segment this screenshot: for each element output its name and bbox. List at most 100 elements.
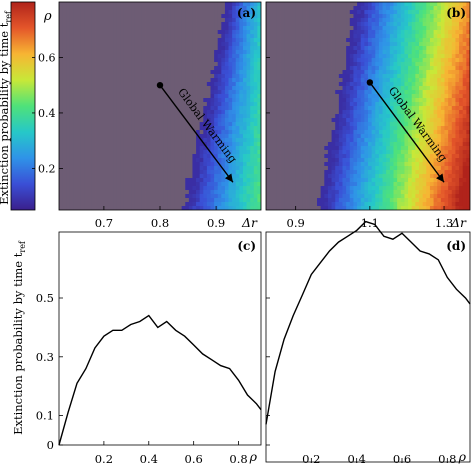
heatmap-cell [371,78,376,83]
heatmap-cell [280,82,285,87]
heatmap-cell [91,174,96,179]
heatmap-cell [98,38,103,43]
heatmap-cell [149,138,154,143]
heatmap-cell [239,182,244,187]
heatmap-cell [109,146,114,151]
heatmap-cell [185,118,190,123]
heatmap-cell [152,202,157,207]
heatmap-cell [317,146,322,151]
heatmap-cell [393,78,398,83]
heatmap-cell [309,122,314,127]
heatmap-cell [250,102,255,107]
heatmap-cell [149,186,154,191]
heatmap-cell [199,162,204,167]
heatmap-cell [192,142,197,147]
heatmap-cell [196,66,201,71]
heatmap-cell [203,42,208,47]
heatmap-cell [295,38,300,43]
heatmap-cell [404,134,409,139]
heatmap-cell [266,58,271,63]
heatmap-cell [228,62,233,67]
heatmap-cell [95,30,100,35]
heatmap-cell [73,110,78,115]
heatmap-cell [185,46,190,51]
heatmap-cell [131,130,136,135]
heatmap-cell [102,26,107,31]
heatmap-cell [298,102,303,107]
heatmap-cell [364,106,369,111]
heatmap-cell [364,62,369,67]
heatmap-cell [284,82,289,87]
heatmap-cell [242,170,247,175]
heatmap-cell [196,178,201,183]
heatmap-cell [437,122,442,127]
heatmap-cell [91,26,96,31]
heatmap-cell [382,70,387,75]
heatmap-cell [214,46,219,51]
heatmap-cell [269,2,274,7]
heatmap-cell [69,182,74,187]
heatmap-cell [84,14,89,19]
heatmap-cell [284,46,289,51]
heatmap-cell [269,118,274,123]
heatmap-cell [214,170,219,175]
heatmap-cell [232,174,237,179]
heatmap-cell [152,174,157,179]
heatmap-cell [131,190,136,195]
heatmap-cell [77,18,82,23]
heatmap-cell [393,42,398,47]
heatmap-cell [80,10,85,15]
heatmap-cell [105,14,110,19]
heatmap-cell [382,66,387,71]
heatmap-cell [393,106,398,111]
heatmap-cell [77,14,82,19]
heatmap-cell [415,46,420,51]
heatmap-cell [156,110,161,115]
heatmap-cell [228,166,233,171]
heatmap-cell [444,90,449,95]
heatmap-cell [331,6,336,11]
heatmap-cell [232,90,237,95]
heatmap-cell [429,46,434,51]
heatmap-cell [309,10,314,15]
heatmap-cell [451,122,456,127]
heatmap-cell [287,146,292,151]
heatmap-cell [199,62,204,67]
heatmap-cell [174,6,179,11]
heatmap-cell [185,18,190,23]
heatmap-cell [163,74,168,79]
heatmap-cell [382,10,387,15]
heatmap-cell [346,34,351,39]
heatmap-cell [422,134,427,139]
heatmap-cell [400,26,405,31]
heatmap-cell [320,54,325,59]
heatmap-cell [287,122,292,127]
heatmap-cell [298,146,303,151]
heatmap-cell [138,170,143,175]
heatmap-cell [378,122,383,127]
heatmap-cell [163,190,168,195]
heatmap-cell [250,78,255,83]
heatmap-cell [77,126,82,131]
heatmap-cell [242,70,247,75]
heatmap-cell [368,42,373,47]
heatmap-cell [440,114,445,119]
heatmap-cell [214,98,219,103]
annotation-arrow-shaft [159,84,234,183]
heatmap-cell [116,82,121,87]
heatmap-cell [375,98,380,103]
heatmap-cell [415,18,420,23]
heatmap-cell [210,34,215,39]
heatmap-cell [138,206,143,210]
heatmap-cell [59,114,64,119]
heatmap-cell [210,130,215,135]
heatmap-cell [134,62,139,67]
heatmap-cell [287,46,292,51]
heatmap-cell [411,54,416,59]
heatmap-cell [196,194,201,199]
heatmap-cell [386,2,391,7]
heatmap-cell [87,122,92,127]
heatmap-cell [342,6,347,11]
heatmap-cell [196,158,201,163]
heatmap-cell [228,10,233,15]
